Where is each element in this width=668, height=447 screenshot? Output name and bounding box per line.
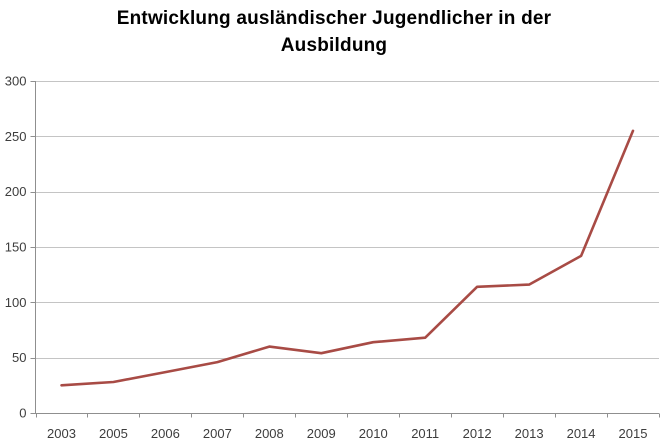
chart-title-line-1: Entwicklung ausländischer Jugendlicher i… — [116, 8, 552, 29]
y-axis-tick-label: 0 — [19, 406, 26, 421]
y-axis-tick-label: 150 — [5, 240, 27, 255]
chart-title-line-2: Ausbildung — [280, 35, 388, 56]
x-axis-tick-label: 2009 — [307, 426, 336, 441]
x-axis-tick-label: 2005 — [99, 426, 128, 441]
x-axis-tick-label: 2015 — [619, 426, 648, 441]
x-axis-tick-label: 2011 — [411, 426, 439, 441]
x-axis-tick-label: 2007 — [203, 426, 232, 441]
x-axis-tick-label: 2014 — [567, 426, 596, 441]
chart-title: Entwicklung ausländischer Jugendlicher i… — [0, 5, 668, 59]
x-axis-tick-label: 2010 — [359, 426, 388, 441]
x-axis-tick-label: 2003 — [47, 426, 76, 441]
y-axis-tick-label: 100 — [5, 295, 27, 310]
y-axis-tick-label: 50 — [12, 350, 26, 365]
data-line-series — [60, 129, 635, 387]
y-axis-tick-label: 200 — [5, 184, 27, 199]
x-axis-tick-label: 2006 — [151, 426, 180, 441]
x-axis-tick-label: 2013 — [515, 426, 544, 441]
y-axis-tick-label: 250 — [5, 129, 27, 144]
x-axis-tick-label: 2012 — [463, 426, 492, 441]
x-axis-tick-label: 2008 — [255, 426, 284, 441]
y-axis-tick-label: 300 — [5, 74, 27, 89]
